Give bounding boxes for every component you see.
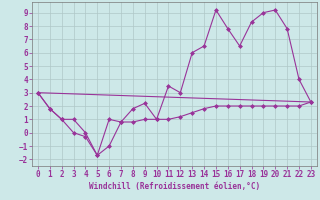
X-axis label: Windchill (Refroidissement éolien,°C): Windchill (Refroidissement éolien,°C) — [89, 182, 260, 191]
